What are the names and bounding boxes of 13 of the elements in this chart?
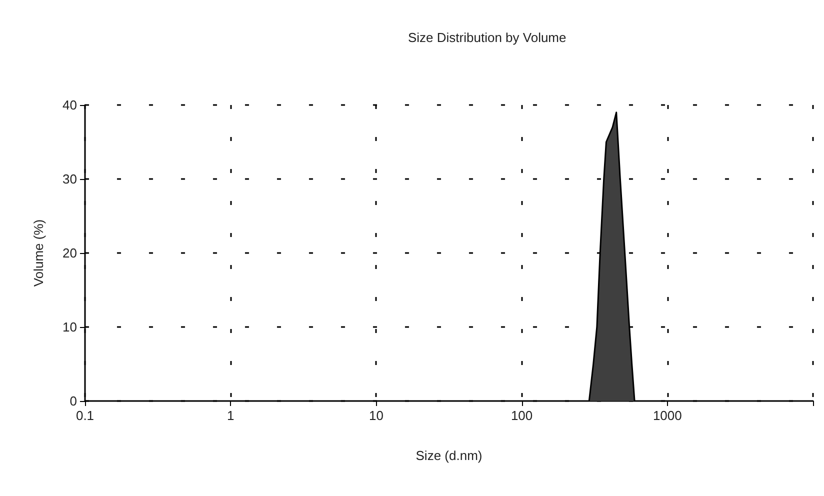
y-tick-label: 20 (62, 246, 77, 260)
x-tick-label: 100 (510, 408, 533, 423)
y-tick-label: 40 (62, 98, 77, 112)
x-axis-title: Size (d.nm) (416, 448, 482, 463)
y-axis-title: Volume (%) (31, 219, 46, 287)
y-tick-label: 10 (62, 320, 77, 334)
x-tick-label: 0.1 (76, 408, 94, 423)
chart-title: Size Distribution by Volume (408, 30, 566, 45)
x-tick-label: 1 (226, 408, 234, 423)
y-tick-label: 30 (62, 172, 77, 186)
x-tick-label: 1000 (652, 408, 682, 423)
y-tick-label: 0 (70, 394, 77, 408)
x-tick-label: 10 (368, 408, 384, 423)
